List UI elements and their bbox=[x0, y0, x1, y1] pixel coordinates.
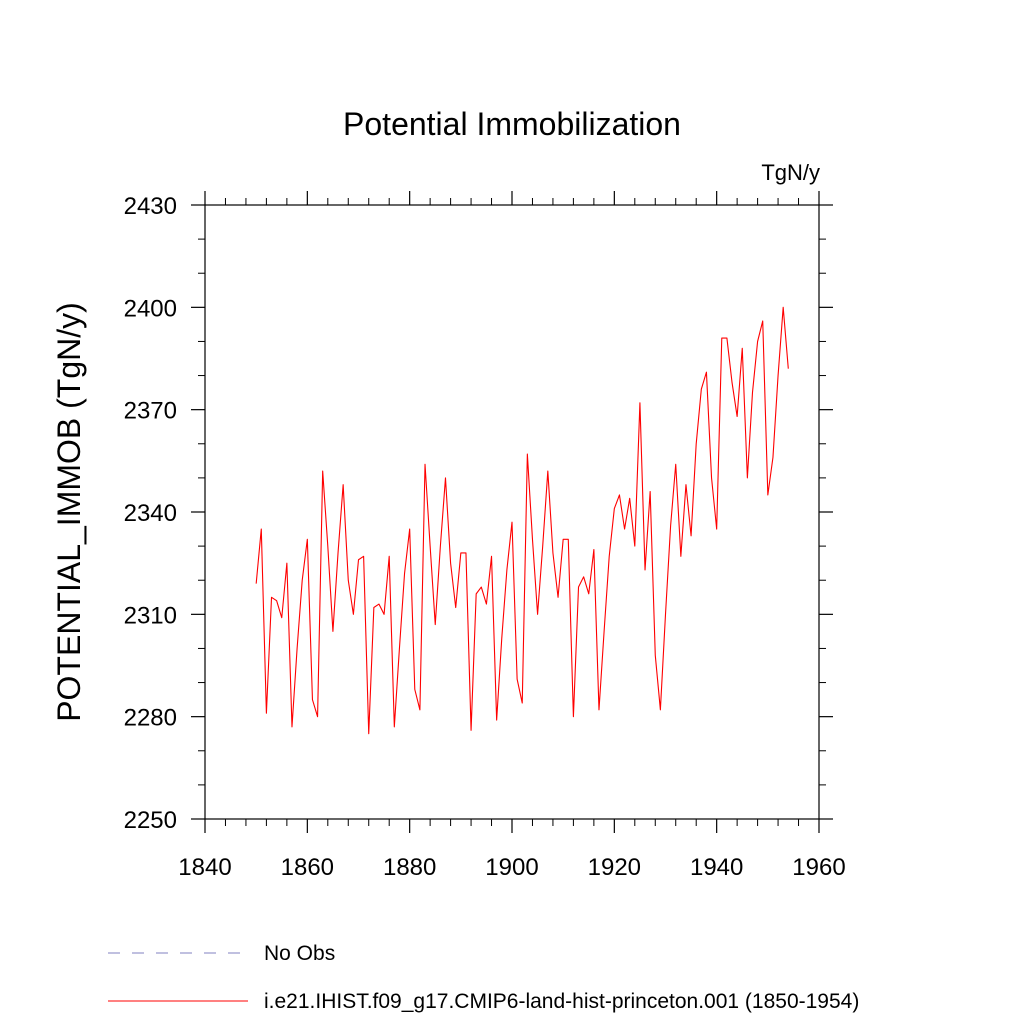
y-tick-label: 2430 bbox=[124, 193, 177, 220]
y-axis-label: POTENTIAL_IMMOB (TgN/y) bbox=[51, 302, 87, 722]
y-tick-label: 2310 bbox=[124, 602, 177, 629]
axis-tick-labels: 1840 1860 1880 1900 1920 1940 1960 2250 2280 2310… bbox=[124, 193, 846, 881]
units-label: TgN/y bbox=[761, 160, 820, 185]
x-tick-label: 1900 bbox=[485, 854, 538, 881]
y-tick-label: 2400 bbox=[124, 295, 177, 322]
series-layer bbox=[255, 306, 789, 735]
plot-frame bbox=[204, 204, 820, 820]
x-tick-label: 1860 bbox=[281, 854, 334, 881]
legend-label-no-obs: No Obs bbox=[264, 942, 335, 965]
x-tick-label: 1940 bbox=[690, 854, 743, 881]
y-tick-label: 2340 bbox=[124, 500, 177, 527]
y-tick-label: 2370 bbox=[124, 398, 177, 425]
y-tick-label: 2250 bbox=[124, 807, 177, 834]
y-tick-label: 2280 bbox=[124, 705, 177, 732]
x-tick-label: 1920 bbox=[588, 854, 641, 881]
chart-title: Potential Immobilization bbox=[343, 106, 681, 142]
series-line bbox=[255, 306, 789, 735]
x-tick-label: 1880 bbox=[383, 854, 436, 881]
legend-label-model: i.e21.IHIST.f09_g17.CMIP6-land-hist-prin… bbox=[264, 990, 859, 1013]
axis-ticks bbox=[191, 191, 833, 833]
x-tick-label: 1840 bbox=[178, 854, 231, 881]
x-tick-label: 1960 bbox=[792, 854, 845, 881]
legend: No Obs i.e21.IHIST.f09_g17.CMIP6-land-hi… bbox=[108, 942, 859, 1013]
